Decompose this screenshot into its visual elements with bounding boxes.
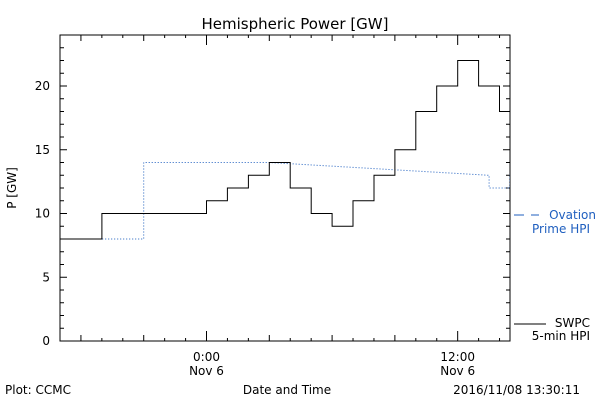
y-tick-label: 10 bbox=[35, 207, 50, 221]
footer-timestamp: 2016/11/08 13:30:11 bbox=[453, 383, 580, 397]
series-swpc-line bbox=[60, 60, 510, 240]
x-tick-time-label: 0:00 bbox=[193, 350, 220, 364]
x-tick-date-label: Nov 6 bbox=[440, 364, 475, 378]
chart-title: Hemispheric Power [GW] bbox=[202, 15, 389, 33]
legend-ovation-label-line2: Prime HPI bbox=[532, 222, 590, 236]
x-tick-time-label: 12:00 bbox=[440, 350, 475, 364]
y-axis-ticks: 0 5 10 15 20 bbox=[35, 34, 510, 348]
y-tick-label: 20 bbox=[35, 79, 50, 93]
legend-swpc-label-line1: SWPC bbox=[555, 316, 590, 330]
y-tick-label: 15 bbox=[35, 143, 50, 157]
y-axis-label: P [GW] bbox=[5, 167, 19, 209]
plot-frame bbox=[59, 34, 511, 342]
footer-plot-source: Plot: CCMC bbox=[5, 383, 71, 397]
x-tick-date-label: Nov 6 bbox=[189, 364, 224, 378]
x-axis-label: Date and Time bbox=[243, 383, 331, 397]
series-layer bbox=[60, 60, 510, 240]
y-tick-label: 0 bbox=[42, 334, 50, 348]
y-tick-label: 5 bbox=[42, 270, 50, 284]
legend-swpc-label-line2: 5-min HPI bbox=[532, 329, 590, 343]
legend-ovation-label-line1: Ovation bbox=[549, 208, 596, 222]
